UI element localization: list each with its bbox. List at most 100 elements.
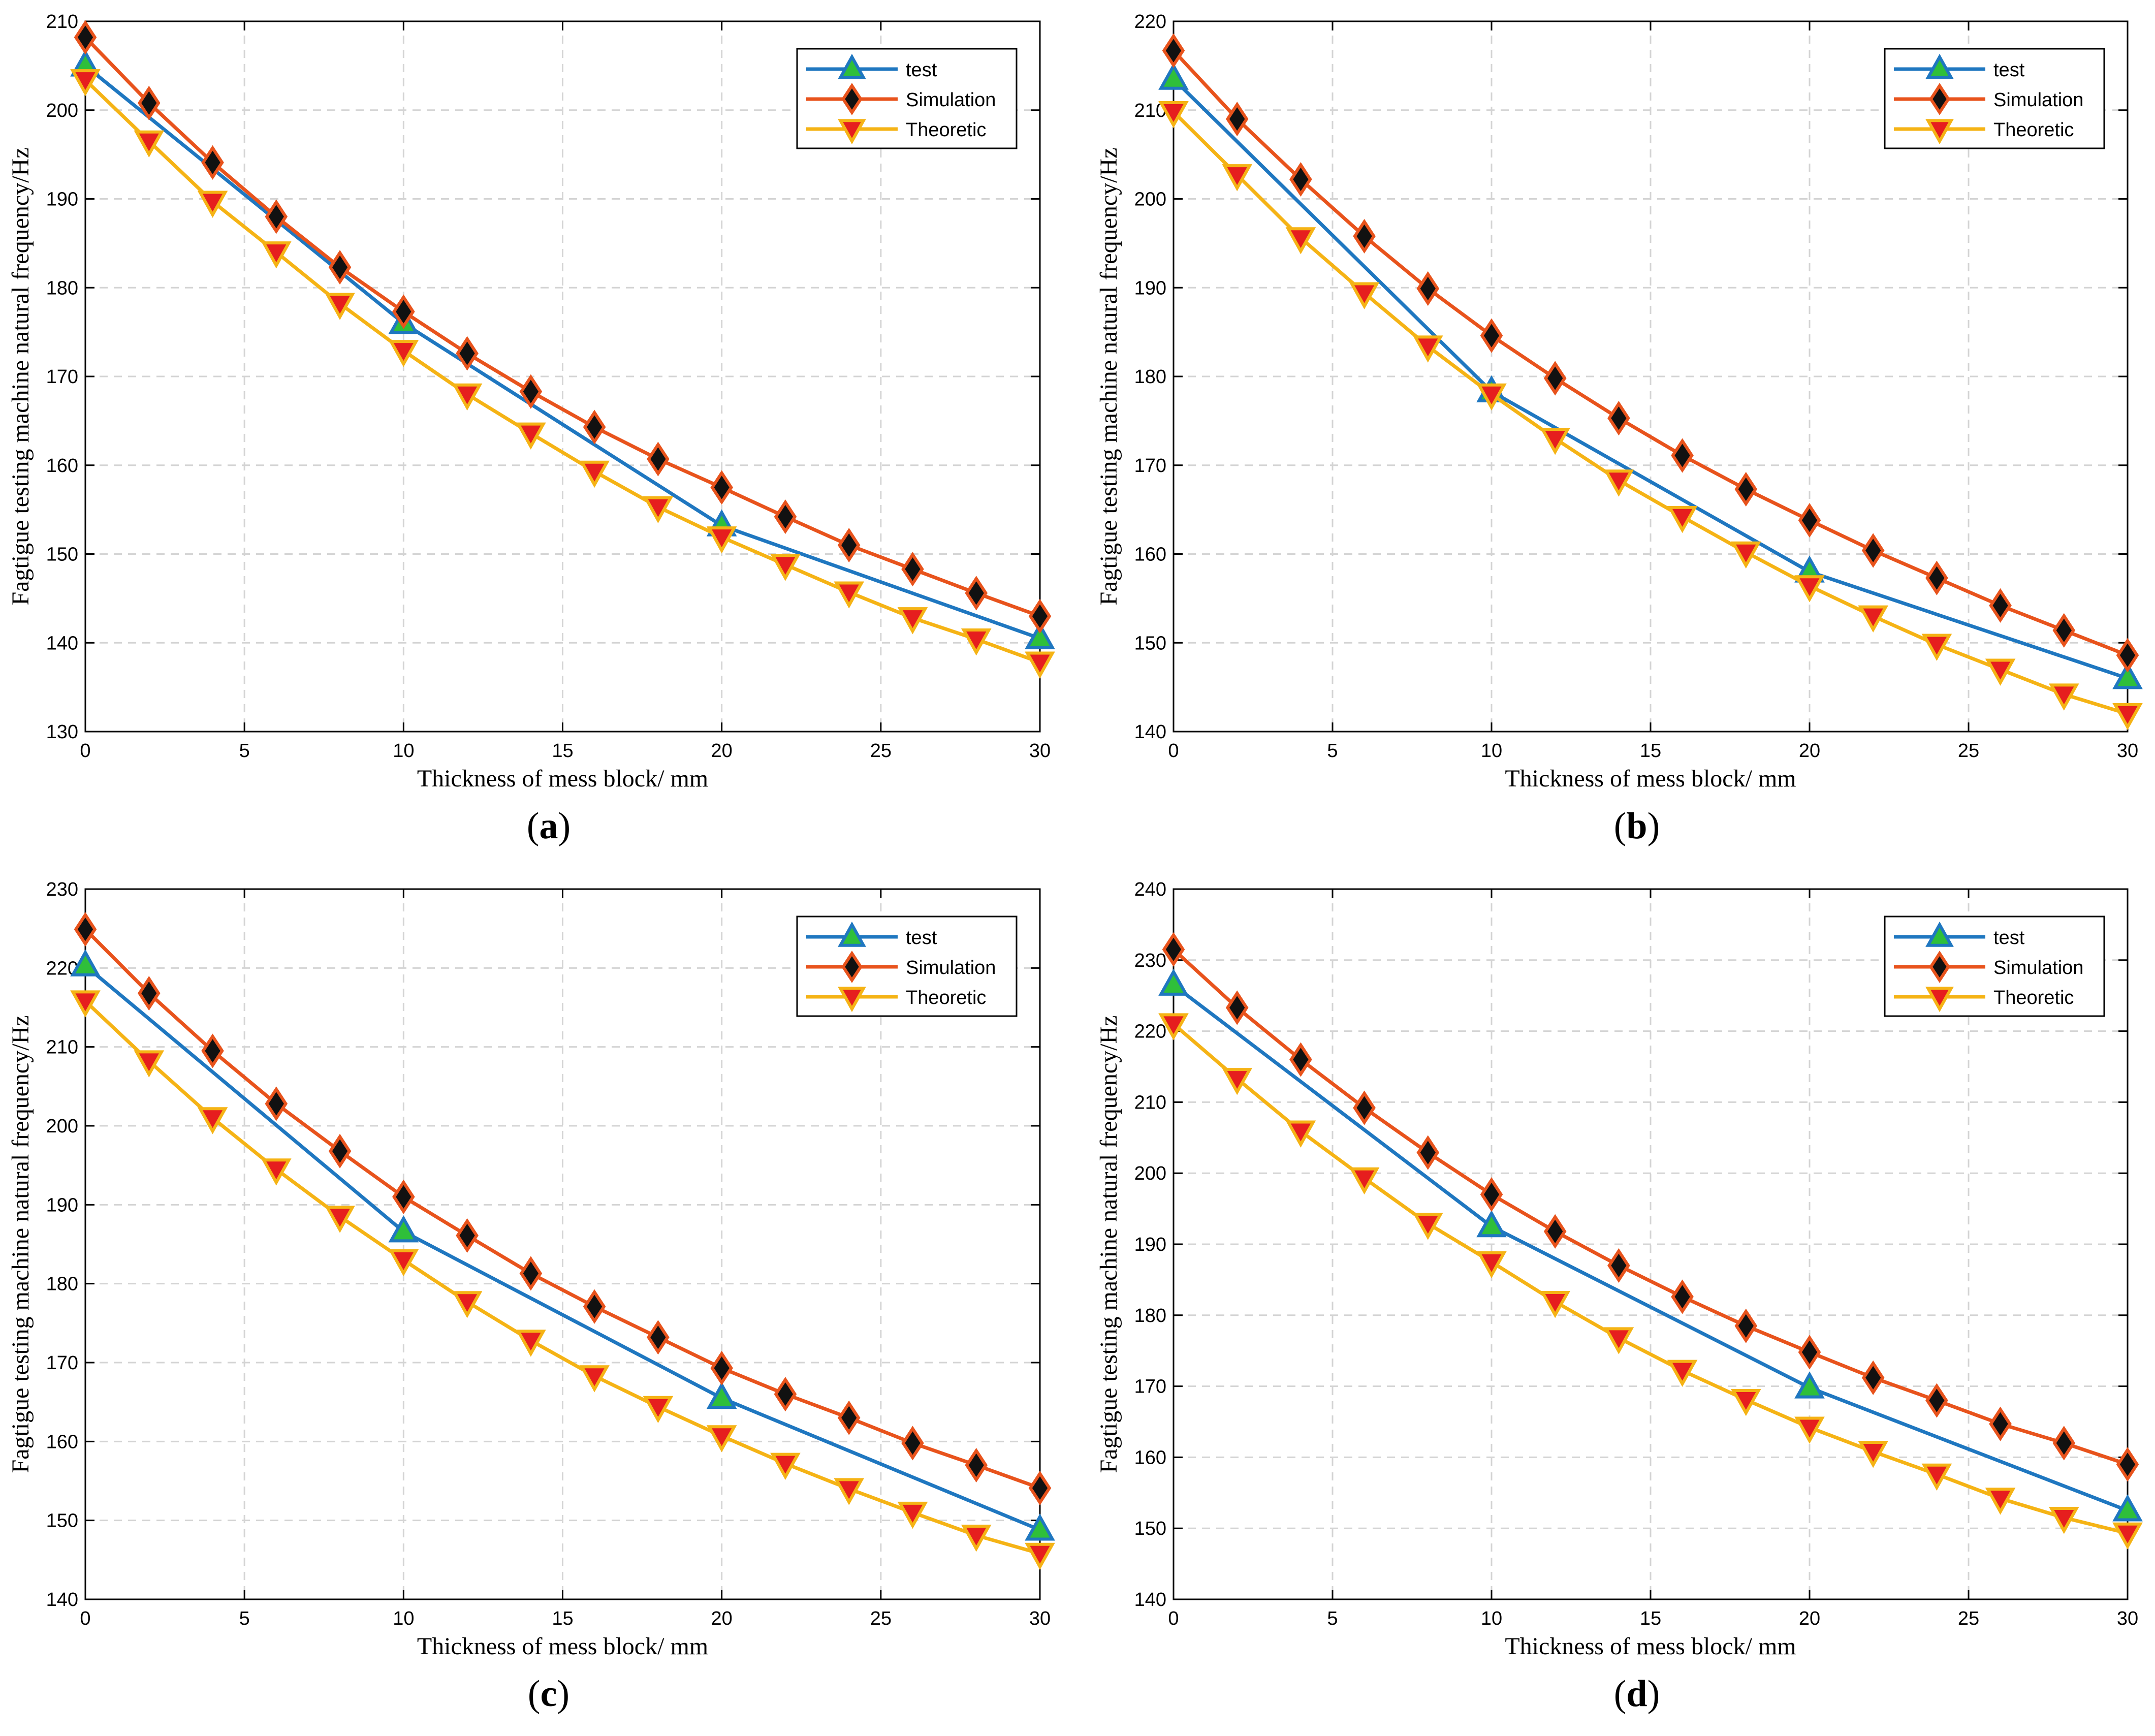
- data-point-theoretic: [261, 1158, 292, 1186]
- data-point-test: [388, 1215, 419, 1243]
- series-line-simulation: [84, 928, 1041, 1490]
- y-tick-label: 170: [1134, 1376, 1166, 1398]
- series-line-theoretic: [1172, 110, 2129, 716]
- legend-marker-test: [1925, 921, 1954, 947]
- data-point-simulation: [1225, 102, 1249, 137]
- y-tick-label: 180: [1134, 366, 1166, 388]
- data-point-simulation: [2116, 1447, 2139, 1482]
- x-tick-label: 30: [2117, 1608, 2138, 1629]
- data-point-simulation: [837, 527, 861, 563]
- data-point-theoretic: [1794, 575, 1825, 603]
- y-tick-label: 190: [1134, 1234, 1166, 1255]
- data-point-simulation: [1353, 218, 1376, 254]
- series-simulation: [1162, 33, 2139, 673]
- y-tick-label: 160: [46, 1431, 78, 1453]
- y-tick-label: 140: [1134, 1589, 1166, 1611]
- data-point-simulation: [1671, 438, 1694, 473]
- y-tick-label: 160: [1134, 1447, 1166, 1468]
- grid: [1174, 889, 2128, 1599]
- series-line-simulation: [1172, 948, 2129, 1466]
- y-axis-label: Fagtigue testing machine natural frequen…: [7, 147, 34, 605]
- data-point-simulation: [1480, 318, 1503, 353]
- x-tick-label: 5: [1327, 740, 1338, 762]
- data-point-simulation: [265, 1086, 288, 1121]
- data-point-simulation: [2052, 613, 2076, 648]
- data-point-theoretic: [1985, 658, 2016, 686]
- x-tick-label: 0: [1168, 1608, 1179, 1629]
- data-point-test: [70, 949, 101, 976]
- y-axis-label: Fagtigue testing machine natural frequen…: [1095, 1015, 1122, 1473]
- legend-label-simulation: Simulation: [1993, 957, 2083, 979]
- data-point-theoretic: [834, 581, 865, 609]
- data-point-simulation: [1289, 1042, 1312, 1077]
- legend-marker-simulation: [1929, 83, 1950, 115]
- y-tick-label: 200: [46, 100, 78, 121]
- x-tick-label: 20: [1799, 740, 1820, 762]
- series-line-simulation: [1172, 49, 2129, 657]
- legend-marker-simulation: [841, 951, 863, 983]
- panel-label: (d): [1614, 1673, 1660, 1715]
- data-point-simulation: [328, 1133, 352, 1169]
- panel-label: (c): [528, 1673, 569, 1715]
- x-axis-label: Thickness of mess block/ mm: [417, 765, 708, 792]
- data-point-theoretic: [388, 1249, 419, 1277]
- data-point-theoretic: [1667, 1360, 1698, 1387]
- series-line-theoretic: [84, 1000, 1040, 1556]
- data-point-simulation: [647, 1320, 670, 1355]
- data-point-test: [706, 1381, 737, 1409]
- data-point-theoretic: [579, 460, 610, 488]
- y-tick-label: 130: [46, 721, 78, 743]
- data-point-simulation: [837, 1400, 861, 1435]
- data-point-simulation: [1028, 598, 1052, 634]
- legend-label-simulation: Simulation: [1993, 89, 2083, 111]
- legend-marker-test: [838, 53, 866, 79]
- y-tick-label: 210: [1134, 1092, 1166, 1113]
- x-axis-label: Thickness of mess block/ mm: [1505, 765, 1796, 792]
- data-point-simulation: [1416, 1135, 1440, 1170]
- data-point-theoretic: [2048, 683, 2079, 711]
- data-point-theoretic: [261, 241, 292, 269]
- panel-label: (b): [1614, 805, 1660, 847]
- data-point-simulation: [328, 249, 352, 285]
- data-point-theoretic: [197, 1107, 228, 1134]
- data-point-theoretic: [197, 191, 228, 218]
- y-tick-label: 180: [46, 1274, 78, 1295]
- y-tick-label: 160: [1134, 544, 1166, 565]
- series-line-test: [84, 64, 1041, 640]
- data-point-simulation: [2052, 1426, 2076, 1461]
- data-point-theoretic: [1985, 1488, 2016, 1515]
- data-point-simulation: [201, 1033, 224, 1068]
- data-point-simulation: [901, 1426, 924, 1461]
- data-point-simulation: [392, 1179, 415, 1214]
- data-point-theoretic: [961, 628, 992, 656]
- data-point-simulation: [519, 374, 543, 409]
- x-tick-label: 30: [1029, 1608, 1051, 1629]
- legend-label-simulation: Simulation: [906, 89, 996, 111]
- x-tick-label: 15: [1640, 1608, 1661, 1629]
- x-axis-label: Thickness of mess block/ mm: [417, 1633, 708, 1660]
- x-tick-label: 20: [711, 740, 733, 762]
- legend-label-test: test: [906, 927, 937, 949]
- y-tick-label: 200: [1134, 1163, 1166, 1184]
- data-point-theoretic: [516, 422, 546, 450]
- legend: test Simulation Theoretic: [1884, 916, 2105, 1017]
- data-point-simulation: [1798, 503, 1821, 538]
- series-line-simulation: [84, 36, 1041, 618]
- y-tick-label: 230: [46, 879, 78, 900]
- x-tick-label: 15: [1640, 740, 1661, 762]
- legend: test Simulation Theoretic: [796, 48, 1018, 149]
- data-point-simulation: [1925, 1383, 1948, 1418]
- data-point-theoretic: [643, 496, 674, 524]
- x-tick-label: 5: [239, 1608, 250, 1629]
- data-point-theoretic: [897, 1501, 928, 1529]
- data-point-simulation: [965, 1447, 988, 1483]
- data-point-simulation: [965, 576, 988, 611]
- data-point-simulation: [1861, 533, 1885, 568]
- data-point-theoretic: [770, 1453, 801, 1480]
- data-point-theoretic: [452, 1291, 483, 1318]
- y-tick-label: 220: [1134, 1021, 1166, 1043]
- data-point-simulation: [74, 20, 97, 55]
- data-point-simulation: [74, 912, 97, 947]
- data-point-theoretic: [1412, 1213, 1443, 1240]
- y-axis-label: Fagtigue testing machine natural frequen…: [1095, 147, 1122, 605]
